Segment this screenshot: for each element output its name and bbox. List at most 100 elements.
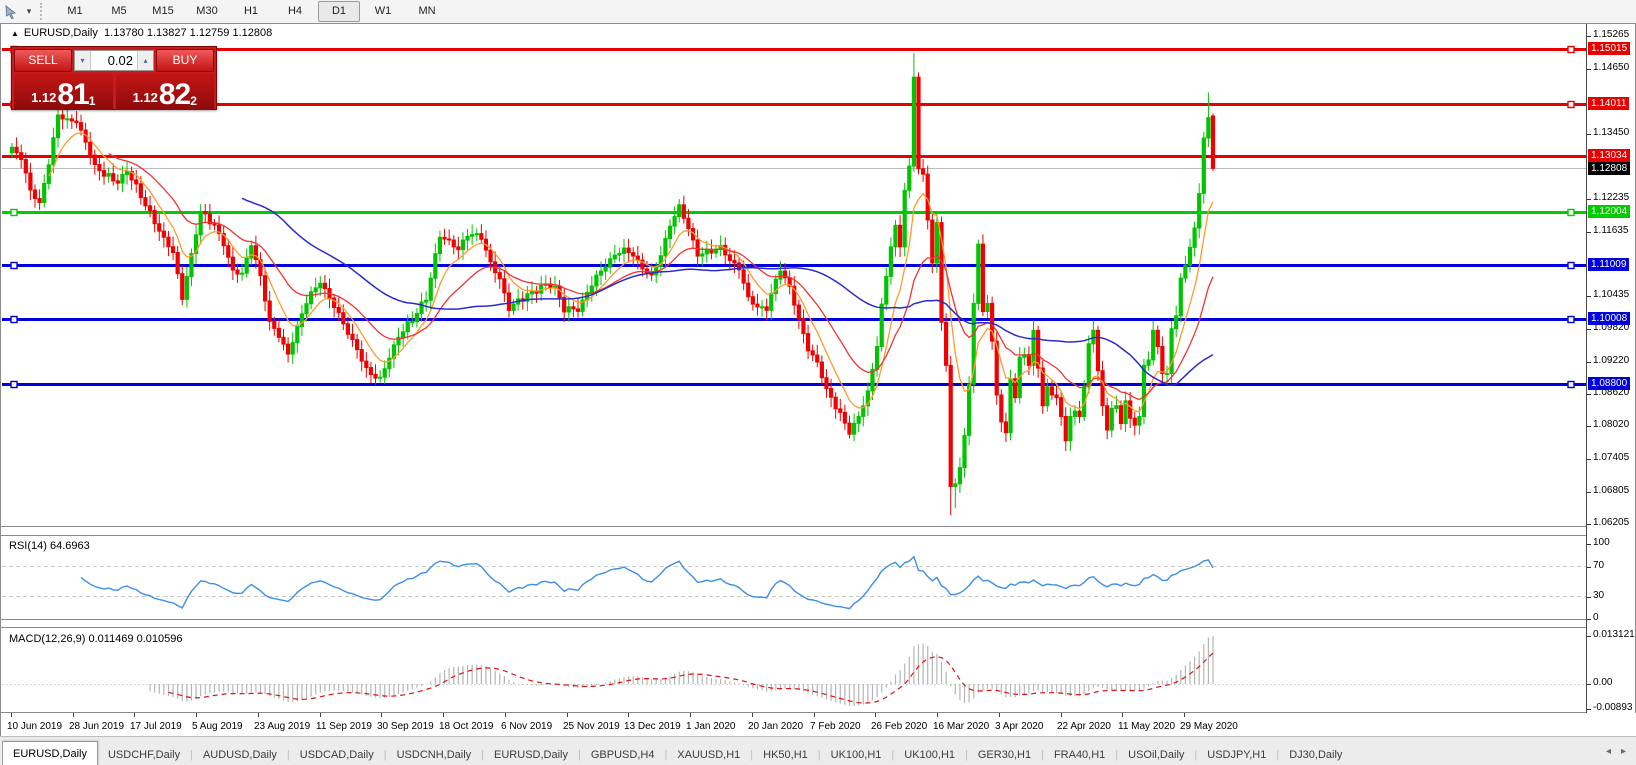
volume-down-icon[interactable]: ▾: [75, 51, 91, 70]
macd-tick-max-tick: [1587, 636, 1591, 637]
sell-button[interactable]: SELL: [14, 49, 72, 72]
date-tick: [11, 713, 12, 717]
toolbar-dropdown-caret[interactable]: ▾: [26, 6, 32, 16]
tab-separator: |: [1041, 749, 1044, 761]
price-tick-1.09220: 1.09220: [1593, 355, 1630, 366]
volume-up-icon[interactable]: ▴: [137, 51, 153, 70]
date-axis[interactable]: 10 Jun 2019 28 Jun 2019 17 Jul 2019 5 Aug 2…: [1, 713, 1636, 736]
chart-window[interactable]: ▲ EURUSD,Daily 1.13780 1.13827 1.12759 1.…: [0, 23, 1636, 736]
price-tag-1.15015: 1.15015: [1588, 42, 1631, 55]
buy-button[interactable]: BUY: [156, 49, 214, 72]
tab-separator: |: [664, 749, 668, 761]
rsi-pane[interactable]: [2, 536, 1586, 619]
date-tick: [73, 713, 74, 717]
horizontal-line-1.10008[interactable]: [2, 315, 1586, 324]
date-label-5: 11 Sep 2019: [316, 721, 372, 732]
line-handle[interactable]: [1567, 315, 1575, 324]
price-tick-1.13450-tick: [1587, 134, 1591, 135]
date-tick: [814, 713, 815, 717]
tab-eurusd-daily[interactable]: EURUSD,Daily: [2, 741, 98, 765]
line-handle[interactable]: [1567, 380, 1575, 389]
tab-hk50-h1[interactable]: HK50,H1: [763, 749, 808, 761]
price-tick-1.08620: 1.08620: [1593, 387, 1630, 398]
timeframe-button-m5[interactable]: M5: [111, 5, 127, 17]
tab-separator: |: [383, 749, 387, 761]
rsi-tick-70-tick: [1587, 567, 1591, 568]
horizontal-line-1.15015[interactable]: [2, 45, 1586, 54]
timeframe-button-h1[interactable]: H1: [243, 5, 259, 17]
chart-title-symbol: EURUSD,Daily: [23, 27, 98, 39]
price-tick-1.06805: 1.06805: [1593, 485, 1630, 496]
macd-pane[interactable]: [2, 628, 1586, 712]
price-tick-1.10435: 1.10435: [1593, 289, 1630, 300]
tab-usoil-daily[interactable]: USOil,Daily: [1128, 749, 1185, 761]
horizontal-line-1.14011[interactable]: [2, 100, 1586, 109]
price-tick-1.15265: 1.15265: [1593, 29, 1630, 40]
sell-price-display[interactable]: 1.12 81 1: [14, 74, 113, 110]
cursor-icon: [5, 4, 16, 19]
buy-price-display[interactable]: 1.12 82 2: [115, 74, 214, 110]
price-tick-1.06805-tick: [1587, 492, 1591, 493]
tab-usdchf-daily[interactable]: USDCHF,Daily: [107, 749, 181, 761]
line-handle[interactable]: [10, 315, 18, 324]
tab-usdcnh-daily[interactable]: USDCNH,Daily: [396, 749, 472, 761]
timeframe-button-m30[interactable]: M30: [196, 5, 218, 17]
line-handle[interactable]: [10, 380, 18, 389]
tab-ger30-h1[interactable]: GER30,H1: [977, 749, 1032, 761]
tab-uk100-h1[interactable]: UK100,H1: [904, 749, 956, 761]
date-label-12: 20 Jan 2020: [748, 721, 804, 732]
collapse-triangle-icon[interactable]: ▲: [11, 29, 19, 38]
rsi-tick-30: 30: [1593, 590, 1605, 601]
date-label-2: 17 Jul 2019: [130, 721, 182, 732]
pane-separator: [1, 712, 1586, 713]
tab-usdcad-daily[interactable]: USDCAD,Daily: [299, 749, 374, 761]
timeframe-button-m1[interactable]: M1: [67, 5, 83, 17]
candles-down: [14, 72, 1216, 516]
tab-dj30-daily[interactable]: DJ30,Daily: [1289, 749, 1343, 761]
sell-price-big: 81: [57, 78, 89, 111]
tab-xauusd-h1[interactable]: XAUUSD,H1: [677, 749, 741, 761]
tab-scroll-right-icon[interactable]: ▸: [1620, 746, 1626, 757]
date-label-11: 1 Jan 2020: [686, 721, 736, 732]
price-tick-1.12235: 1.12235: [1593, 192, 1630, 203]
pane-separator[interactable]: [1, 526, 1586, 527]
chart-title-ohlc: 1.13780 1.13827 1.12759 1.12808: [104, 27, 273, 39]
line-handle[interactable]: [1567, 100, 1575, 109]
tab-usdjpy-h1[interactable]: USDJPY,H1: [1207, 749, 1267, 761]
tab-gbpusd-h4[interactable]: GBPUSD,H4: [590, 749, 655, 761]
tab-fra40-h1[interactable]: FRA40,H1: [1053, 749, 1106, 761]
price-tick-1.09820-tick: [1587, 329, 1591, 330]
horizontal-line-1.08800[interactable]: [2, 380, 1586, 389]
line-handle[interactable]: [1567, 208, 1575, 217]
timeframe-button-h4[interactable]: H4: [287, 5, 303, 17]
price-chart-pane[interactable]: [2, 25, 1586, 526]
sell-price-small: 1.12: [31, 90, 57, 105]
timeframe-button-w1[interactable]: W1: [374, 5, 392, 17]
horizontal-line-1.12004[interactable]: [2, 208, 1586, 217]
timeframe-button-m15[interactable]: M15: [152, 5, 174, 17]
cursor-tool-icon[interactable]: [0, 2, 22, 21]
buy-price-small: 1.12: [132, 90, 158, 105]
date-label-4: 23 Aug 2019: [254, 721, 311, 732]
volume-input[interactable]: ▾ 0.02 ▴: [74, 50, 154, 71]
date-tick: [134, 713, 135, 717]
tab-uk100-h1[interactable]: UK100,H1: [830, 749, 882, 761]
volume-value[interactable]: 0.02: [107, 53, 133, 68]
pane-separator[interactable]: [1, 619, 1586, 620]
date-tick: [999, 713, 1000, 717]
pane-separator[interactable]: [1, 627, 1586, 628]
buy-price-sup: 2: [190, 94, 197, 108]
tab-scroll-left-icon[interactable]: ◂: [1605, 746, 1611, 757]
tab-audusd-daily[interactable]: AUDUSD,Daily: [202, 749, 277, 761]
line-handle[interactable]: [10, 208, 18, 217]
line-handle[interactable]: [1567, 261, 1575, 270]
line-handle[interactable]: [10, 261, 18, 270]
tab-eurusd-daily[interactable]: EURUSD,Daily: [494, 749, 568, 761]
pane-separator[interactable]: [1, 535, 1586, 536]
line-handle[interactable]: [1567, 45, 1575, 54]
timeframe-button-mn[interactable]: MN: [418, 5, 436, 17]
horizontal-line-1.11009[interactable]: [2, 261, 1586, 270]
candles-up: [9, 52, 1211, 509]
timeframe-button-d1[interactable]: D1: [318, 1, 360, 22]
